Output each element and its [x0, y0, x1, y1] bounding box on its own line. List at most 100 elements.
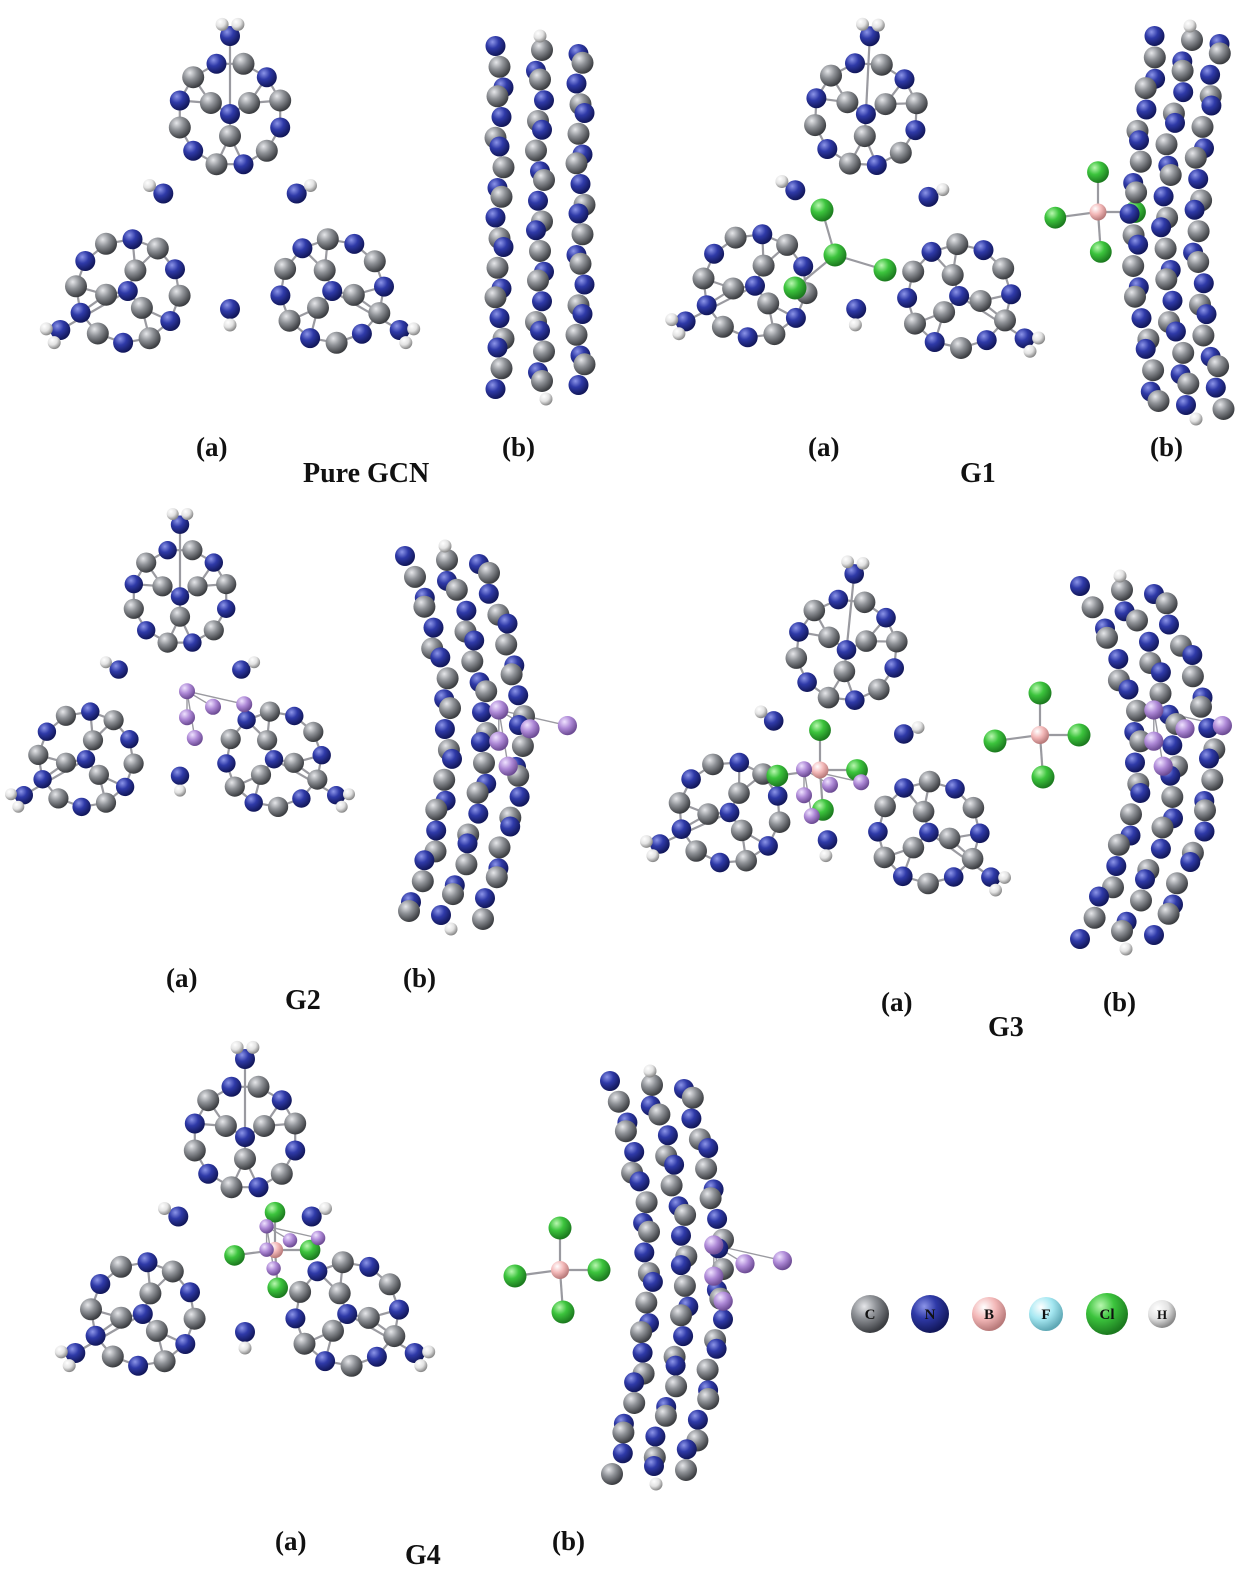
carbon-atom [699, 1187, 722, 1210]
nitrogen-atom [534, 90, 554, 111]
phosphorus-atom [803, 808, 820, 824]
chlorine-atom [264, 1201, 286, 1223]
carbon-atom [635, 1291, 658, 1314]
nitrogen-atom [905, 120, 926, 141]
nitrogen-atom [973, 240, 994, 261]
carbon-atom [169, 606, 191, 627]
carbon-atom [1155, 592, 1178, 615]
nitrogen-atom [1001, 284, 1022, 305]
hydrogen-atom [238, 1341, 252, 1355]
carbon-atom [870, 53, 893, 76]
carbon-atom [413, 595, 436, 618]
nitrogen-atom [572, 304, 593, 324]
nitrogen-atom [137, 1252, 158, 1273]
nitrogen-atom [687, 1409, 708, 1430]
bond [845, 573, 856, 651]
carbon-atom [950, 337, 972, 359]
phosphorus-atom [557, 716, 578, 736]
carbon-atom [274, 257, 297, 280]
nitrogen-atom [664, 1154, 685, 1175]
carbon-atom [48, 788, 69, 809]
carbon-atom [567, 122, 590, 145]
carbon-atom [433, 768, 456, 791]
phosphorus-atom [205, 698, 221, 715]
nitrogen-atom [301, 1206, 322, 1227]
phosphorus-atom [236, 696, 253, 713]
carbon-atom [1126, 609, 1148, 632]
nitrogen-atom [1162, 290, 1183, 311]
nitrogen-atom [1153, 186, 1174, 207]
carbon-atom [1155, 133, 1178, 156]
carbon-atom [234, 1148, 256, 1170]
carbon-atom [569, 252, 592, 275]
nitrogen-atom [817, 139, 838, 159]
nitrogen-atom [204, 553, 223, 572]
phosphorus-atom [520, 719, 540, 739]
carbon-atom [439, 697, 461, 720]
nitrogen-atom [315, 1351, 336, 1372]
carbon-atom [492, 156, 515, 179]
nitrogen-atom [491, 107, 512, 127]
carbon-atom [1125, 181, 1148, 204]
nitrogen-atom [366, 1346, 387, 1367]
carbon-atom [488, 836, 511, 859]
nitrogen-atom [532, 119, 552, 140]
carbon-atom [1120, 803, 1142, 826]
nitrogen-atom [1108, 649, 1129, 669]
nitrogen-atom [374, 276, 394, 297]
nitrogen-atom [707, 1208, 728, 1229]
carbon-atom [88, 764, 109, 785]
nitrogen-atom [337, 1304, 358, 1324]
carbon-atom [1181, 29, 1203, 51]
carbon-atom [623, 1392, 646, 1414]
phosphorus-atom [735, 1254, 755, 1274]
nitrogen-atom [37, 722, 57, 741]
carbon-atom [1208, 42, 1231, 65]
carbon-atom [205, 153, 228, 176]
carbon-atom [478, 561, 500, 584]
hydrogen-atom [399, 336, 413, 350]
carbon-atom [110, 1306, 133, 1329]
nitrogen-atom [676, 1439, 697, 1460]
hydrogen-atom [936, 183, 950, 197]
nitrogen-atom [389, 320, 410, 340]
nitrogen-atom [1089, 886, 1109, 907]
carbon-atom [220, 728, 241, 750]
nitrogen-atom [508, 685, 529, 706]
nitrogen-atom [671, 819, 692, 839]
phosphorus-atom [498, 756, 518, 776]
chlorine-atom [548, 1216, 572, 1240]
carbon-atom [255, 139, 278, 162]
phosphorus-atom [1144, 700, 1164, 720]
atom-layer [5, 17, 1235, 1491]
carbon-atom [307, 296, 329, 319]
legend-boron-symbol: B [984, 1307, 994, 1323]
nitrogen-atom [528, 190, 548, 211]
carbon-atom [152, 576, 173, 597]
boron-atom [1031, 726, 1049, 744]
hydrogen-atom [754, 705, 768, 719]
nitrogen-atom [500, 816, 521, 837]
carbon-atom [368, 302, 391, 325]
nitrogen-atom [389, 1299, 409, 1320]
carbon-atom [183, 1139, 206, 1162]
carbon-atom [1190, 695, 1212, 718]
hydrogen-atom [665, 313, 679, 327]
nitrogen-atom [286, 183, 307, 204]
carbon-atom [1134, 77, 1157, 100]
nitrogen-atom [344, 233, 365, 254]
hydrogen-atom [1183, 19, 1197, 33]
carbon-atom [473, 751, 495, 774]
carbon-atom [145, 1319, 168, 1342]
carbon-atom [531, 39, 553, 61]
phosphorus-atom [1144, 731, 1164, 751]
nitrogen-atom [220, 26, 240, 46]
legend-chlorine-symbol: Cl [1100, 1307, 1115, 1323]
carbon-atom [1142, 359, 1165, 382]
carbon-atom [757, 292, 780, 315]
carbon-atom [55, 752, 77, 773]
carbon-atom [101, 1345, 124, 1368]
hydrogen-atom [174, 784, 186, 797]
bond [266, 1225, 319, 1239]
carbon-atom [442, 883, 464, 906]
